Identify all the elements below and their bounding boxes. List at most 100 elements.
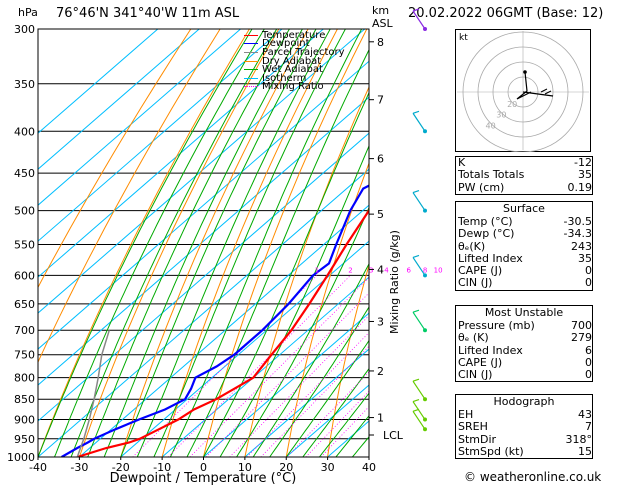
km-tick-label: 7 [377, 94, 384, 107]
km-tick-label: 1 [377, 412, 384, 425]
temperature-tick-label: 10 [238, 461, 252, 474]
hodograph-index-title: Hodograph [493, 395, 555, 408]
temperature-tick-label: 30 [321, 461, 335, 474]
index-value: -12 [574, 156, 592, 169]
wet-adiabat-line [120, 29, 317, 457]
index-label: Dewp (°C) [458, 227, 515, 241]
wet-adiabat-line [219, 144, 369, 457]
index-value: 35 [578, 251, 592, 265]
wind-barb-dot [423, 397, 427, 402]
index-row: PW (cm) 0.19 [456, 180, 593, 194]
index-label: CIN (J) [458, 368, 493, 382]
parcel-trajectory-line [76, 329, 111, 457]
wet-adiabat-line [103, 29, 303, 457]
index-label: EH [458, 408, 474, 421]
index-row: K -12 [456, 156, 592, 169]
mixing-ratio-line [246, 332, 369, 457]
wind-barb-flag [412, 110, 420, 114]
wind-barb-dot [423, 208, 427, 213]
legend-label: Mixing Ratio [262, 81, 324, 93]
lcl-label: LCL [383, 429, 404, 442]
index-row: StmSpd (kt) 15 [456, 444, 592, 458]
index-row: θₑ (K) 279 [456, 331, 592, 344]
index-value: 0.19 [567, 180, 593, 194]
pressure-tick-label: 500 [14, 205, 35, 218]
legend-item: Wet Adiabat [244, 64, 364, 76]
wind-barb [412, 257, 426, 276]
wind-barb [412, 401, 426, 420]
mixing-ratio-tick-label: 1 [315, 266, 319, 274]
wind-barb-dot [423, 129, 427, 134]
isotherm-line [79, 204, 369, 457]
legend-item: Parcel Trajectory [244, 46, 364, 58]
index-row: CIN (J) 0 [456, 368, 592, 382]
wind-barb-flag [412, 254, 420, 258]
surface-title: Surface [503, 202, 545, 215]
temperature-tick-label: 0 [200, 461, 207, 474]
isotherm-line [38, 29, 366, 314]
mixing-ratio-line [286, 371, 369, 457]
mixing-ratio-line [205, 292, 369, 457]
wet-adiabat-line [269, 306, 369, 457]
index-label: StmDir [458, 432, 497, 446]
index-value: 7 [585, 420, 592, 434]
index-row: StmDir 318° [456, 432, 592, 446]
legend-item: Mixing Ratio [244, 81, 364, 93]
index-label: K [458, 156, 466, 169]
wind-barb [412, 311, 426, 331]
x-axis-label: Dewpoint / Temperature (°C) [110, 471, 297, 486]
location-title: 76°46'N 341°40'W 11m ASL [56, 6, 240, 21]
wind-barb [412, 10, 426, 30]
km-tick-label: 8 [377, 36, 384, 49]
legend-label: Parcel Trajectory [262, 46, 345, 58]
index-value: 243 [571, 239, 592, 253]
mixing-ratio-tick-label: 10 [434, 266, 443, 274]
index-label: StmSpd (kt) [458, 444, 524, 458]
dry-adiabat-line [120, 29, 309, 457]
temperature-line [76, 208, 369, 457]
hodograph-ring-label: 30 [496, 111, 506, 120]
mixing-ratio-tick-label: 6 [406, 266, 411, 274]
legend-label: Wet Adiabat [262, 64, 323, 76]
index-row: Temp (°C) -30.5 [456, 215, 592, 228]
isotherm-line [203, 312, 369, 457]
index-label: PW (cm) [458, 180, 505, 194]
isotherm-line [38, 168, 369, 457]
index-label: CAPE (J) [458, 264, 503, 278]
legend-swatch [244, 43, 258, 45]
dry-adiabat-line [38, 29, 250, 457]
pressure-tick-label: 750 [14, 349, 35, 362]
index-row: EH 43 [456, 408, 592, 421]
wet-adiabat-line [186, 48, 369, 457]
index-value: 0 [585, 368, 592, 382]
legend-item: Temperature [244, 29, 364, 41]
hodograph-point [523, 70, 527, 74]
index-value: 0 [585, 264, 592, 278]
index-label: CIN (J) [458, 276, 493, 290]
copyright: © weatheronline.co.uk [464, 470, 602, 484]
legend-label: Temperature [262, 29, 326, 41]
index-row: Lifted Index 6 [456, 343, 592, 357]
isotherm-line [38, 29, 324, 278]
wet-adiabat-line [285, 339, 369, 457]
wind-barb [412, 112, 426, 132]
hodograph-ring-label: 40 [486, 121, 496, 130]
legend-label: Dewpoint [262, 38, 310, 50]
index-value: 700 [571, 319, 592, 332]
isotherm-line [38, 60, 369, 350]
legend: Temperature Dewpoint Parcel Trajectory Dry … [244, 29, 364, 93]
index-row: Lifted Index 35 [456, 251, 592, 265]
mixing-ratio-line [189, 277, 369, 457]
pressure-tick-label: 1000 [7, 451, 35, 464]
isotherm-line [161, 276, 369, 457]
index-label: θₑ(K) [458, 239, 486, 253]
index-value: 6 [585, 343, 592, 357]
isotherm-line [38, 29, 159, 134]
asl-label: ASL [372, 17, 393, 30]
wind-barb-flag [412, 378, 420, 382]
km-tick-label: 4 [377, 263, 384, 276]
surface-box: Surface Temp (°C) -30.5 Dewp (°C) -34.3 θₑ(K… [455, 201, 593, 291]
hodograph-index-box: Hodograph EH 43 SREH 7 StmDir 318° StmSpd (kt)… [455, 394, 593, 460]
mixing-ratio-line [229, 315, 369, 457]
